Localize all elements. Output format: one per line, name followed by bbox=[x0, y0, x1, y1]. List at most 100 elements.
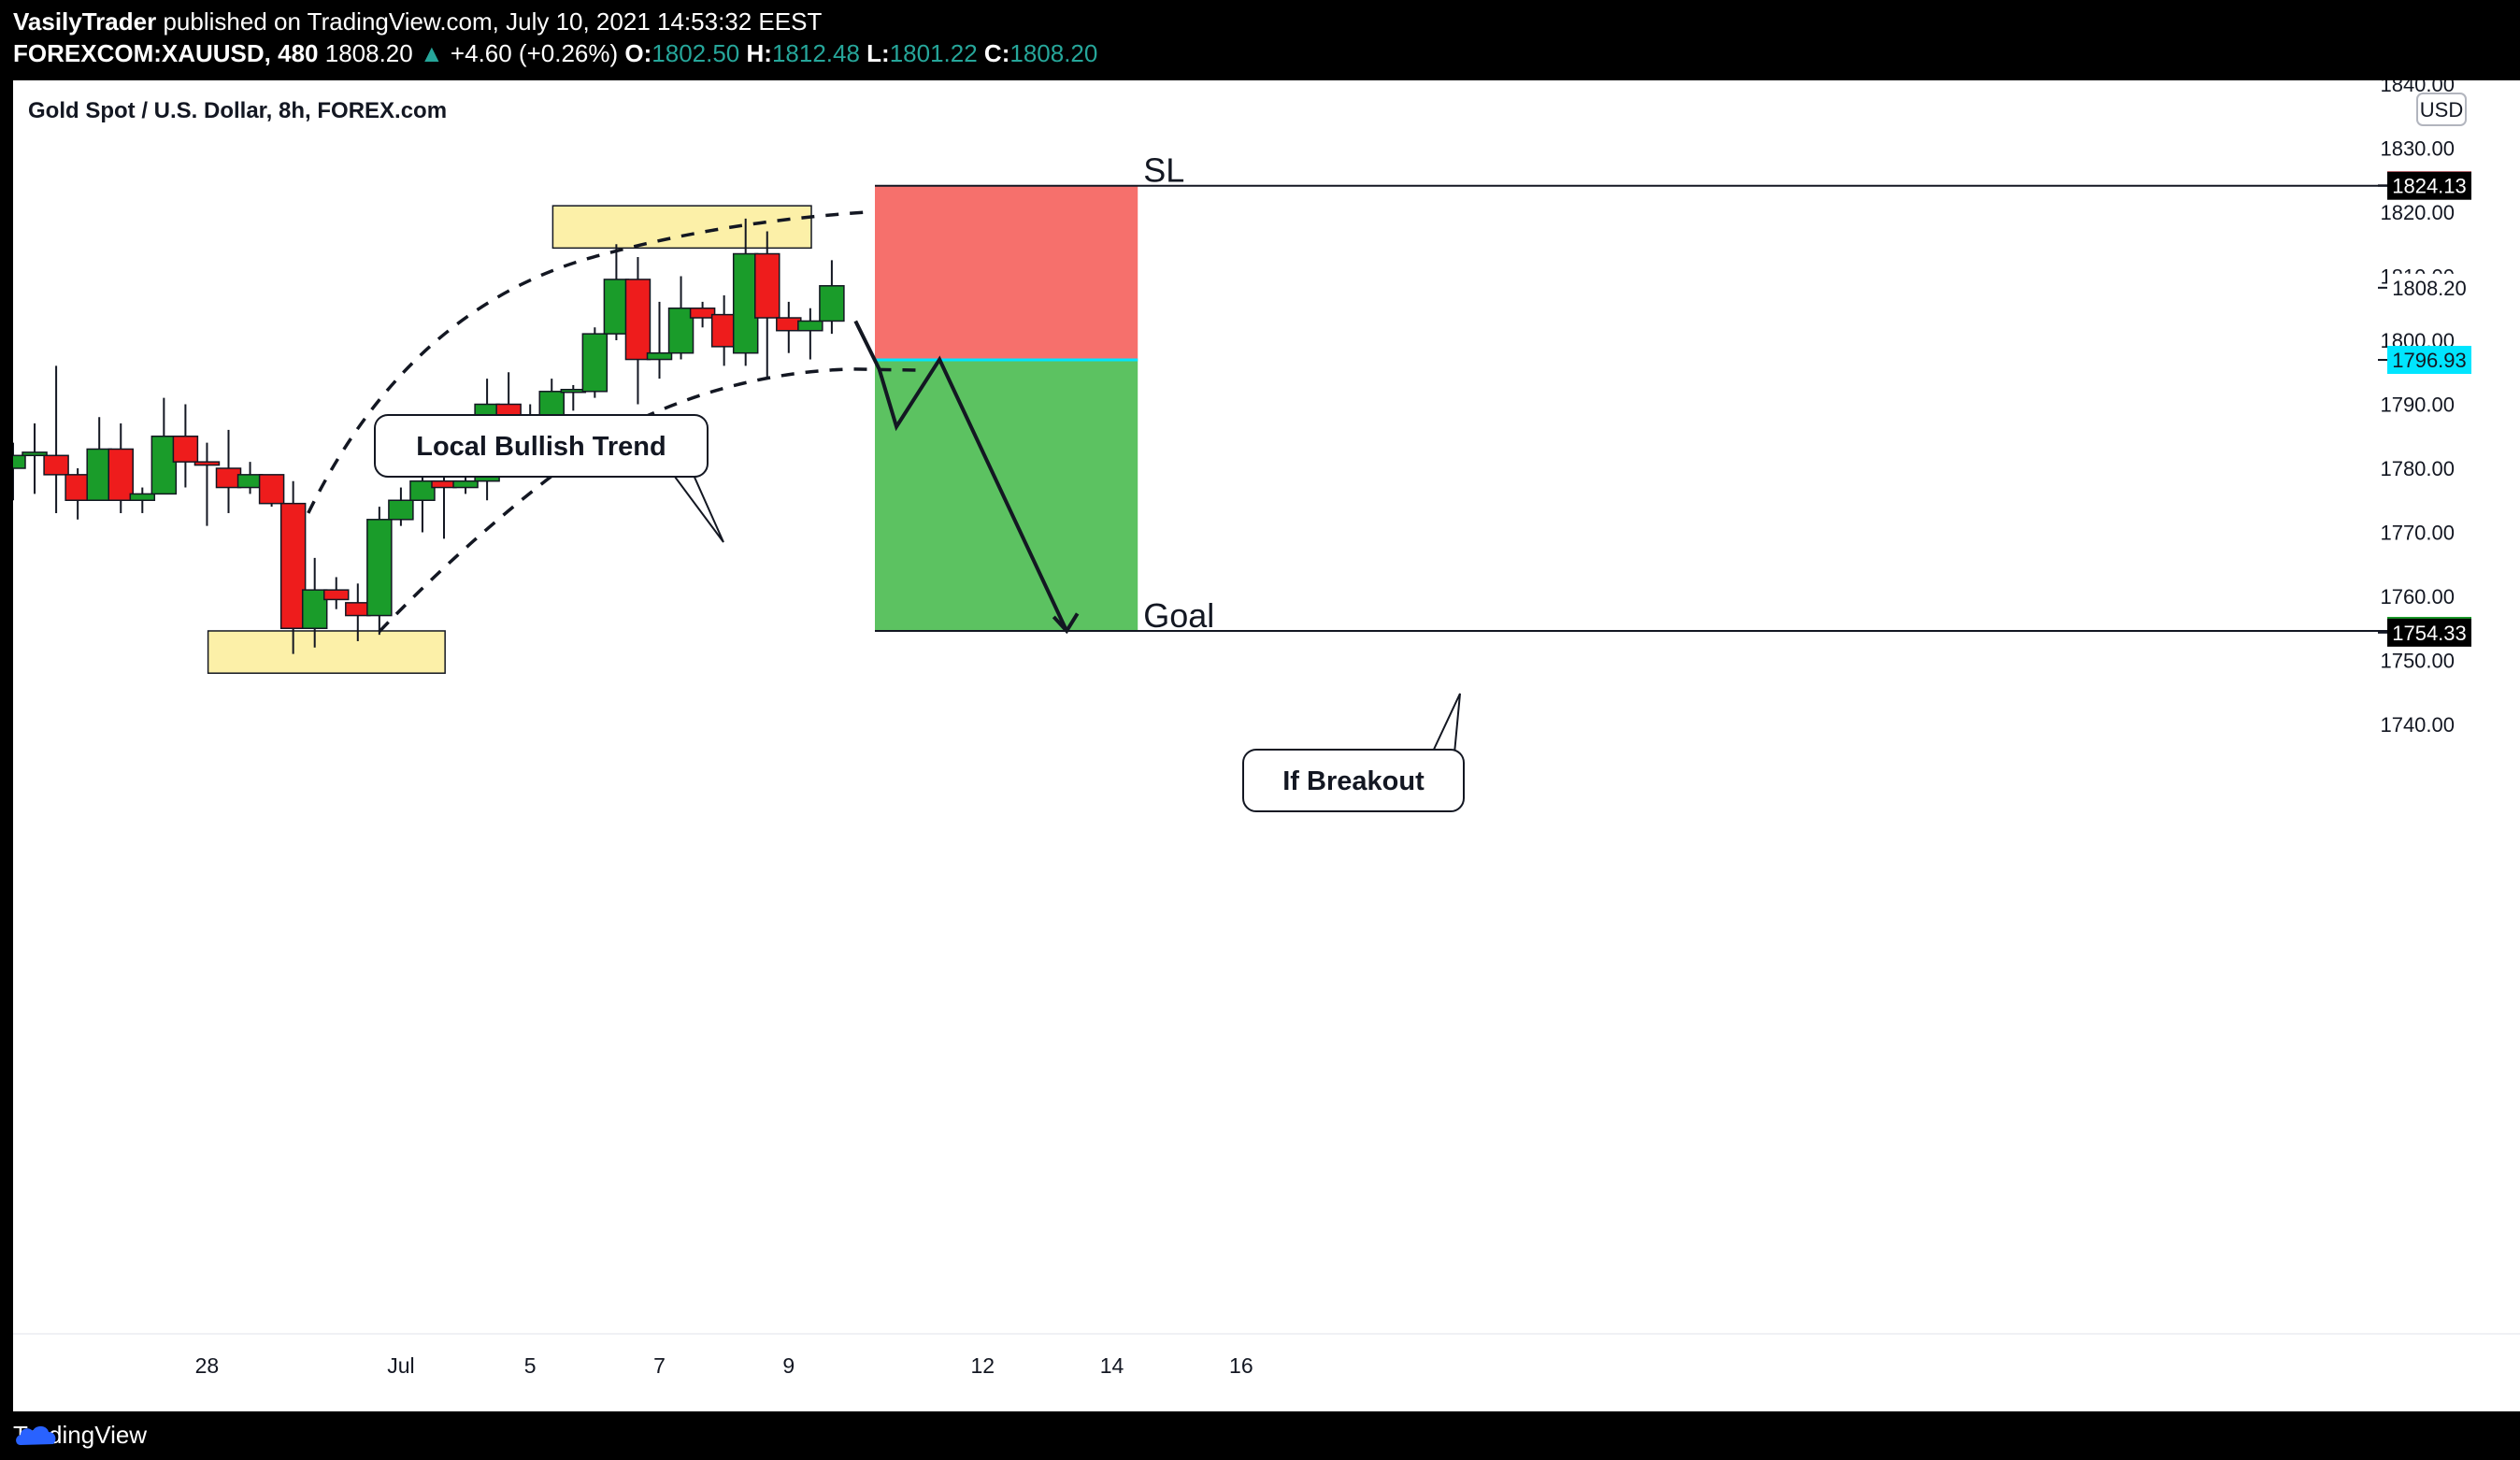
axes-layer: 1840.001830.001820.001810.001800.001790.… bbox=[13, 80, 2520, 1378]
candle-body-up bbox=[732, 252, 759, 354]
candle-body-down bbox=[754, 252, 780, 319]
upper-trend-curve bbox=[307, 210, 866, 514]
candle bbox=[150, 397, 178, 495]
tradingview-logo[interactable]: TradingView bbox=[13, 1421, 147, 1450]
time-tick-label: 5 bbox=[524, 1353, 537, 1378]
resistance-zone bbox=[551, 205, 812, 250]
local-trend-callout-pointer bbox=[671, 472, 724, 543]
price-tick-label: 1820.00 bbox=[2380, 201, 2455, 224]
price-chart[interactable]: Gold Spot / U.S. Dollar, 8h, FOREX.com U… bbox=[13, 80, 2520, 1411]
candle bbox=[797, 308, 823, 360]
price-tag: 1808.20 bbox=[2378, 273, 2471, 302]
time-tick-label: Jul bbox=[387, 1353, 414, 1378]
candle bbox=[667, 276, 694, 360]
candle-body-down bbox=[776, 317, 802, 332]
candle bbox=[776, 301, 802, 353]
last-price: 1808.20 bbox=[324, 39, 413, 67]
candle bbox=[86, 417, 112, 502]
chart-area[interactable]: Gold Spot / U.S. Dollar, 8h, FOREX.com U… bbox=[13, 80, 2520, 1411]
high-value: 1812.48 bbox=[771, 39, 860, 67]
price-tick-label: 1750.00 bbox=[2380, 650, 2455, 673]
candle-body-down bbox=[689, 308, 716, 319]
lower-trend-curve bbox=[378, 367, 923, 633]
candle bbox=[710, 295, 737, 366]
price-tick-label: 1830.00 bbox=[2380, 137, 2455, 161]
candle bbox=[732, 218, 759, 366]
tradingview-cloud-icon bbox=[16, 1425, 56, 1445]
footer-bar: TradingView bbox=[0, 1411, 2520, 1460]
close-label: C: bbox=[983, 39, 1010, 67]
publisher-line: VasilyTrader published on TradingView.co… bbox=[13, 7, 822, 36]
candle-body-down bbox=[43, 454, 69, 476]
candle bbox=[560, 384, 587, 411]
candle bbox=[236, 462, 264, 494]
candle-body-up bbox=[538, 391, 565, 418]
candle-body-up bbox=[129, 493, 156, 501]
time-tick-label: 7 bbox=[653, 1353, 666, 1378]
candle-body-down bbox=[345, 602, 371, 617]
candle-body-up bbox=[301, 589, 328, 630]
price-tick-label: 1760.00 bbox=[2380, 585, 2455, 608]
candle bbox=[581, 327, 609, 398]
candle-body-up bbox=[452, 480, 479, 489]
projection-arrow-head bbox=[1052, 612, 1080, 635]
breakout-callout[interactable]: If Breakout bbox=[1242, 693, 1465, 812]
candle-body-down bbox=[258, 474, 285, 505]
price-tag-text: 1796.93 bbox=[2392, 349, 2467, 372]
candle bbox=[323, 577, 350, 609]
candle-body-up bbox=[603, 279, 630, 335]
candle bbox=[215, 429, 242, 513]
price-tick-label: 1770.00 bbox=[2380, 522, 2455, 545]
local-trend-callout[interactable]: Local Bullish Trend bbox=[374, 414, 724, 543]
candle bbox=[754, 231, 780, 379]
candle-body-up bbox=[150, 436, 178, 495]
candle-body-down bbox=[172, 436, 199, 463]
candle-body-up bbox=[797, 320, 823, 332]
candle-body-down bbox=[107, 448, 134, 502]
candle-body-up bbox=[560, 388, 587, 394]
breakout-callout-text: If Breakout bbox=[1282, 766, 1425, 796]
local-trend-callout-text: Local Bullish Trend bbox=[416, 432, 666, 462]
target-zone bbox=[875, 360, 1138, 631]
zones-layer bbox=[207, 205, 812, 674]
close-value: 1808.20 bbox=[1009, 39, 1098, 67]
price-tag-text: 1754.33 bbox=[2392, 622, 2467, 645]
publisher-name[interactable]: VasilyTrader bbox=[13, 7, 157, 36]
price-tick-label: 1840.00 bbox=[2380, 80, 2455, 96]
stop-loss-zone bbox=[875, 185, 1138, 361]
change-up-icon: ▲ bbox=[419, 39, 444, 67]
candle bbox=[603, 244, 630, 340]
candle bbox=[689, 301, 716, 328]
candle-body-up bbox=[388, 499, 414, 521]
currency-badge[interactable]: USD bbox=[2416, 93, 2467, 126]
price-tag-text: 1808.20 bbox=[2392, 277, 2467, 300]
candle bbox=[258, 474, 285, 508]
candle bbox=[43, 365, 69, 513]
low-value: 1801.22 bbox=[889, 39, 978, 67]
price-tag-bg bbox=[2387, 171, 2471, 200]
symbol: FOREXCOM:XAUUSD, 480 bbox=[13, 39, 319, 67]
candle bbox=[64, 468, 91, 520]
candle bbox=[301, 557, 328, 648]
candle-body-down bbox=[431, 480, 457, 489]
candle-body-up bbox=[646, 351, 673, 361]
time-tick-label: 28 bbox=[195, 1353, 220, 1378]
candle-body-down bbox=[64, 474, 91, 502]
open-label: O: bbox=[624, 39, 652, 67]
candles-layer bbox=[13, 218, 845, 654]
time-tick-label: 12 bbox=[970, 1353, 995, 1378]
candle bbox=[13, 442, 26, 501]
candle-body-down bbox=[624, 279, 651, 361]
candle-body-up bbox=[667, 308, 694, 354]
time-tick-label: 9 bbox=[782, 1353, 795, 1378]
price-tag: 1754.33 bbox=[2378, 618, 2471, 647]
low-label: L: bbox=[866, 39, 890, 67]
candle-body-down bbox=[710, 313, 737, 348]
price-tag-bg bbox=[2387, 618, 2471, 647]
candle bbox=[646, 301, 673, 379]
currency-label: USD bbox=[2420, 98, 2463, 122]
candle-body-down bbox=[279, 502, 307, 629]
price-tick-label: 1790.00 bbox=[2380, 394, 2455, 417]
candle bbox=[538, 379, 565, 450]
projection-path bbox=[853, 320, 1068, 632]
